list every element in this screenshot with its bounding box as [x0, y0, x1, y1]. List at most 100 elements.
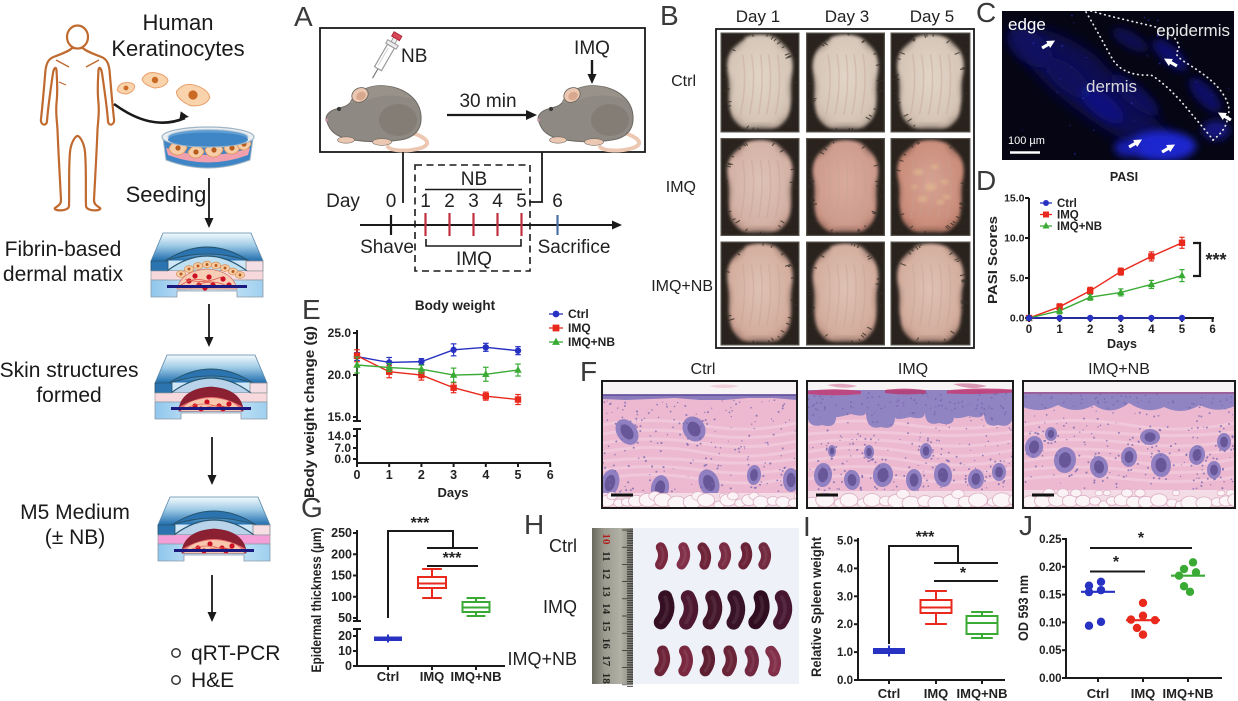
- svg-text:Days: Days: [437, 485, 468, 500]
- svg-text:11: 11: [600, 551, 612, 561]
- svg-text:Sacrifice: Sacrifice: [538, 237, 611, 258]
- svg-text:IMQ+NB: IMQ+NB: [1057, 221, 1102, 233]
- svg-text:PASI Scores: PASI Scores: [986, 216, 1000, 304]
- svg-text:epidermis: epidermis: [1156, 21, 1230, 40]
- svg-text:Keratinocytes: Keratinocytes: [111, 36, 244, 61]
- svg-text:*: *: [1113, 554, 1120, 571]
- svg-text:5: 5: [1179, 324, 1186, 336]
- svg-text:F: F: [580, 356, 597, 387]
- svg-text:***: ***: [443, 550, 462, 567]
- svg-text:0.20: 0.20: [1039, 562, 1061, 574]
- svg-text:IMQ: IMQ: [1057, 210, 1079, 222]
- svg-text:A: A: [294, 1, 313, 32]
- svg-text:*: *: [1138, 530, 1145, 547]
- svg-text:100: 100: [331, 590, 352, 604]
- svg-text:14.0: 14.0: [328, 429, 352, 443]
- svg-text:formed: formed: [36, 384, 101, 407]
- svg-text:Ctrl: Ctrl: [568, 307, 589, 321]
- svg-text:0: 0: [1026, 324, 1032, 336]
- svg-text:IMQ+NB: IMQ+NB: [1163, 686, 1214, 701]
- svg-text:0.0: 0.0: [334, 452, 351, 466]
- svg-text:20.0: 20.0: [328, 368, 352, 382]
- svg-text:2: 2: [1087, 324, 1093, 336]
- svg-text:***: ***: [916, 529, 935, 546]
- svg-text:5.0: 5.0: [1010, 273, 1025, 285]
- svg-text:0.15: 0.15: [1039, 590, 1062, 602]
- svg-text:***: ***: [411, 515, 430, 532]
- svg-text:Skin structures: Skin structures: [0, 359, 138, 382]
- svg-text:3: 3: [1118, 324, 1124, 336]
- svg-text:15.0: 15.0: [1004, 193, 1025, 205]
- svg-text:6: 6: [552, 191, 563, 212]
- svg-text:30 min: 30 min: [459, 91, 516, 112]
- svg-text:E: E: [302, 294, 321, 325]
- svg-text:Seeding: Seeding: [126, 182, 207, 207]
- svg-text:6: 6: [547, 468, 554, 482]
- svg-text:13: 13: [600, 586, 612, 598]
- svg-text:17: 17: [600, 655, 612, 667]
- svg-text:15: 15: [600, 621, 612, 633]
- svg-text:0.10: 0.10: [1039, 617, 1061, 629]
- svg-text:IMQ: IMQ: [543, 597, 577, 617]
- svg-text:12: 12: [600, 568, 612, 580]
- svg-text:0: 0: [386, 191, 397, 212]
- svg-text:IMQ: IMQ: [420, 669, 445, 684]
- svg-text:5.0: 5.0: [837, 536, 853, 548]
- svg-text:0.0: 0.0: [1010, 313, 1025, 325]
- svg-text:PASI: PASI: [1110, 170, 1138, 184]
- svg-text:10: 10: [338, 644, 352, 658]
- svg-text:7.0: 7.0: [334, 441, 351, 455]
- svg-text:B: B: [660, 0, 679, 31]
- svg-text:1: 1: [420, 191, 431, 212]
- svg-text:Ctrl: Ctrl: [671, 73, 696, 90]
- svg-text:4.0: 4.0: [837, 563, 853, 575]
- svg-text:IMQ: IMQ: [898, 361, 928, 378]
- svg-text:Human: Human: [143, 10, 214, 35]
- svg-text:H: H: [524, 509, 544, 540]
- svg-text:IMQ+NB: IMQ+NB: [507, 649, 577, 669]
- svg-text:Ctrl: Ctrl: [1087, 686, 1109, 701]
- svg-text:0: 0: [354, 468, 361, 482]
- svg-text:J: J: [1019, 510, 1033, 541]
- svg-text:Day 3: Day 3: [825, 7, 869, 26]
- svg-text:3: 3: [450, 468, 457, 482]
- svg-text:IMQ+NB: IMQ+NB: [568, 335, 615, 349]
- svg-text:3: 3: [468, 191, 479, 212]
- svg-text:10: 10: [600, 534, 612, 546]
- svg-text:4: 4: [482, 468, 489, 482]
- svg-text:NB: NB: [401, 46, 427, 67]
- svg-text:2.0: 2.0: [837, 619, 853, 631]
- svg-text:edge: edge: [1008, 15, 1046, 34]
- svg-text:M5 Medium: M5 Medium: [20, 501, 130, 524]
- svg-text:NB: NB: [461, 169, 487, 190]
- svg-text:250: 250: [331, 526, 352, 540]
- svg-text:5: 5: [516, 191, 527, 212]
- svg-text:I: I: [803, 511, 811, 542]
- svg-text:Day 1: Day 1: [736, 7, 780, 26]
- svg-text:Ctrl: Ctrl: [549, 536, 577, 556]
- svg-text:0.25: 0.25: [1039, 534, 1062, 546]
- svg-text:Ctrl: Ctrl: [878, 686, 900, 701]
- svg-text:IMQ: IMQ: [924, 686, 949, 701]
- svg-text:IMQ+NB: IMQ+NB: [1088, 361, 1150, 378]
- svg-text:0.05: 0.05: [1039, 645, 1062, 657]
- svg-text:*: *: [960, 565, 967, 582]
- svg-text:150: 150: [331, 569, 352, 583]
- svg-text:10.0: 10.0: [1004, 233, 1025, 245]
- svg-text:IMQ+NB: IMQ+NB: [451, 669, 502, 684]
- svg-text:5: 5: [515, 468, 522, 482]
- svg-text:IMQ: IMQ: [666, 179, 696, 196]
- svg-text:IMQ: IMQ: [568, 321, 591, 335]
- svg-text:Day: Day: [326, 191, 360, 212]
- svg-text:G: G: [301, 492, 323, 523]
- svg-text:Epidermal thickness (µm): Epidermal thickness (µm): [309, 528, 324, 673]
- svg-text:C: C: [976, 0, 996, 28]
- svg-text:2: 2: [444, 191, 455, 212]
- svg-text:***: ***: [1205, 250, 1226, 270]
- svg-text:Body weight change (g): Body weight change (g): [302, 326, 317, 498]
- svg-text:dermis: dermis: [1086, 77, 1137, 96]
- svg-text:Days: Days: [1107, 337, 1137, 351]
- svg-text:D: D: [976, 165, 996, 196]
- svg-text:IMQ: IMQ: [574, 38, 610, 59]
- svg-text:1.0: 1.0: [837, 647, 853, 659]
